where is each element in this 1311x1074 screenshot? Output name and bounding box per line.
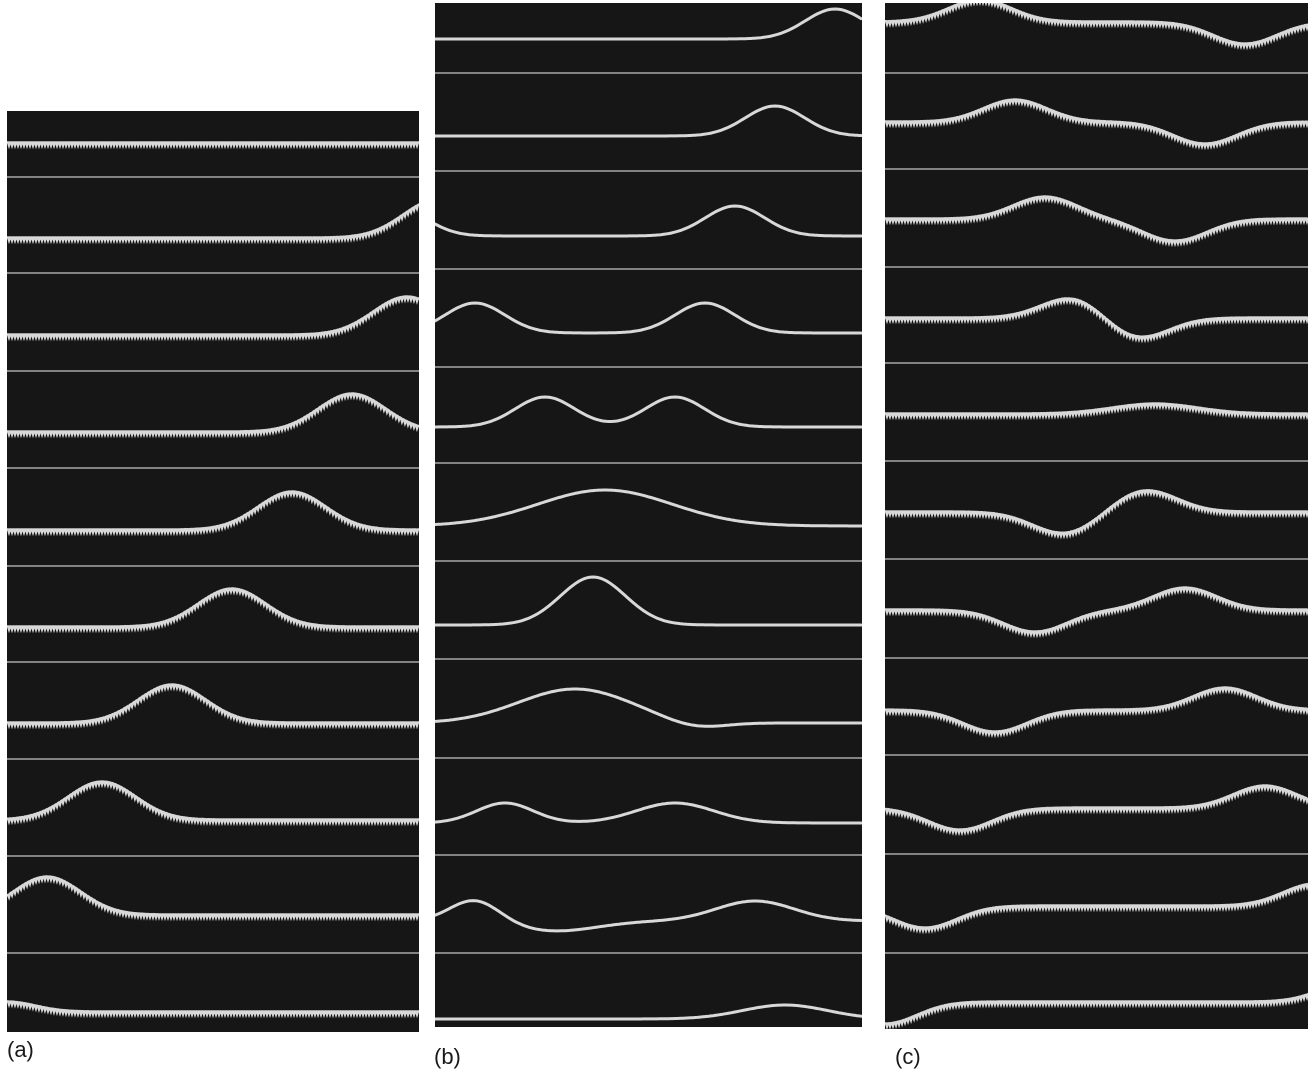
wave-trace-b-11 — [435, 1003, 862, 1021]
wave-trace-c-10 — [885, 882, 1308, 935]
wave-trace-a-2 — [7, 203, 419, 245]
wave-strip-photo-c — [885, 3, 1308, 1029]
wave-trace-a-4 — [7, 392, 419, 439]
wave-trace-a-9 — [7, 875, 419, 922]
wave-trace-c-6 — [885, 489, 1308, 540]
photo-panel-a — [7, 111, 419, 1032]
photo-panel-b — [435, 3, 862, 1027]
panel-label-a: (a) — [7, 1037, 34, 1062]
wave-trace-c-11 — [885, 992, 1308, 1029]
wave-trace-c-3 — [885, 195, 1308, 248]
wave-trace-c-4 — [885, 297, 1308, 344]
wave-trace-c-1 — [885, 3, 1308, 51]
wave-trace-c-9 — [885, 784, 1308, 837]
wave-trace-a-6 — [7, 587, 419, 634]
wave-strip-photo-a — [7, 141, 419, 1019]
photo-panel-c — [885, 3, 1308, 1029]
wave-trace-b-2 — [435, 104, 862, 138]
wave-trace-b-3 — [435, 204, 862, 238]
wave-trace-a-3 — [7, 295, 419, 342]
wave-trace-b-6 — [435, 488, 862, 528]
wave-trace-a-7 — [7, 683, 419, 730]
wave-trace-a-10 — [7, 1000, 419, 1019]
wave-trace-b-10 — [435, 899, 862, 933]
panel-label-c: (c) — [895, 1044, 921, 1069]
wave-trace-b-1 — [435, 7, 862, 41]
wave-trace-c-2 — [885, 98, 1308, 151]
wave-trace-b-7 — [435, 575, 862, 627]
wave-trace-c-7 — [885, 586, 1308, 639]
wave-trace-a-5 — [7, 490, 419, 537]
wave-trace-a-8 — [7, 780, 419, 827]
wave-trace-c-8 — [885, 686, 1308, 739]
wave-trace-c-5 — [885, 402, 1308, 421]
wave-trace-a-1 — [7, 141, 419, 150]
panel-label-b: (b) — [434, 1044, 461, 1069]
wave-trace-b-5 — [435, 395, 862, 429]
wave-trace-b-8 — [435, 687, 862, 728]
wave-trace-b-4 — [435, 301, 862, 335]
wave-trace-b-9 — [435, 801, 862, 825]
wave-strip-photo-b — [435, 7, 862, 1021]
